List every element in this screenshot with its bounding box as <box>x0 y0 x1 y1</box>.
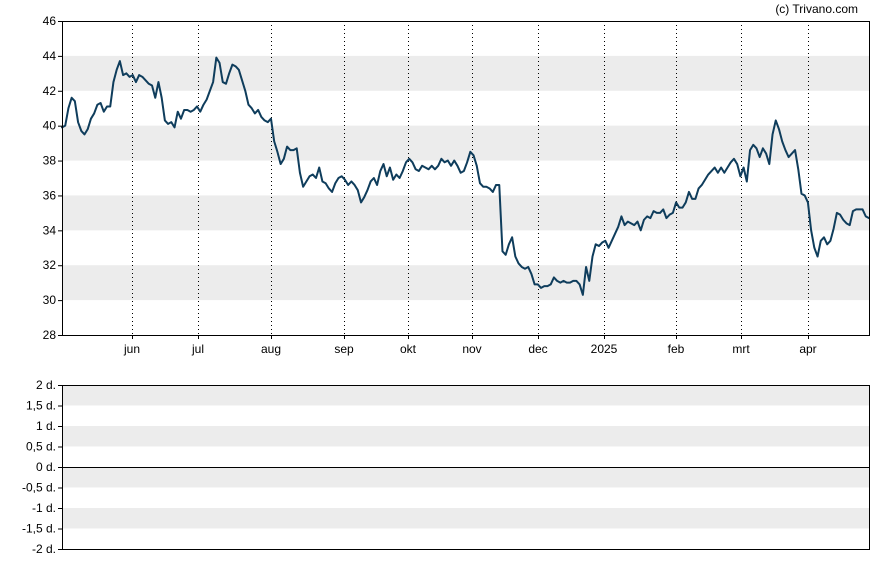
main-chart-x-ticks: jun jul aug sep okt nov dec 2025 feb mrt apr <box>123 335 817 356</box>
main-y-tick-label: 34 <box>43 223 57 237</box>
main-chart-bands <box>62 55 869 301</box>
main-x-tick-label: nov <box>462 342 481 356</box>
main-chart-frame <box>62 21 870 336</box>
main-x-tick-label: jun <box>123 342 140 356</box>
sub-chart-y-ticks: -2 d. -1,5 d. -1 d. -0,5 d. 0 d. 0,5 d. 1 d. 1,… <box>22 378 62 556</box>
main-x-tick-label: sep <box>334 342 354 356</box>
sub-y-tick-label: 0 d. <box>36 460 56 474</box>
price-series-line <box>61 56 870 296</box>
sub-y-tick-label: -0,5 d. <box>22 481 56 495</box>
sub-band <box>62 508 869 529</box>
sub-y-tick-label: -1,5 d. <box>22 522 56 536</box>
sub-chart-bands <box>62 385 869 529</box>
main-band <box>62 55 869 91</box>
main-band <box>62 265 869 301</box>
main-chart-series <box>61 56 870 296</box>
main-y-tick-label: 40 <box>43 119 57 133</box>
main-band <box>62 195 869 231</box>
credit-text: (c) Trivano.com <box>775 2 858 16</box>
main-chart-y-ticks: 28 30 32 34 36 38 40 42 44 46 <box>43 14 62 342</box>
main-y-tick-label: 28 <box>43 328 57 342</box>
main-x-tick-label: mrt <box>732 342 750 356</box>
main-band <box>62 125 869 161</box>
main-y-tick-label: 42 <box>43 84 57 98</box>
main-x-tick-label: dec <box>528 342 547 356</box>
main-y-tick-label: 30 <box>43 293 57 307</box>
sub-band <box>62 385 869 406</box>
sub-y-tick-label: 1 d. <box>36 419 56 433</box>
main-x-tick-label: apr <box>799 342 816 356</box>
main-y-tick-label: 44 <box>43 49 57 63</box>
main-x-tick-label: feb <box>668 342 685 356</box>
main-y-tick-label: 36 <box>43 188 57 202</box>
main-y-tick-label: 46 <box>43 14 57 28</box>
main-x-tick-label: aug <box>261 342 281 356</box>
sub-y-tick-label: 2 d. <box>36 378 56 392</box>
sub-y-tick-label: -2 d. <box>32 542 56 556</box>
main-y-tick-label: 32 <box>43 258 57 272</box>
main-y-tick-label: 38 <box>43 154 57 168</box>
main-x-tick-label: jul <box>191 342 204 356</box>
sub-band <box>62 467 869 488</box>
sub-y-tick-label: 0,5 d. <box>26 440 56 454</box>
sub-y-tick-label: 1,5 d. <box>26 399 56 413</box>
main-x-tick-label: okt <box>400 342 417 356</box>
main-x-tick-label: 2025 <box>591 342 618 356</box>
sub-band <box>62 426 869 447</box>
sub-y-tick-label: -1 d. <box>32 501 56 515</box>
sub-chart-frame <box>62 385 870 550</box>
main-chart-vertical-grid <box>132 21 809 335</box>
